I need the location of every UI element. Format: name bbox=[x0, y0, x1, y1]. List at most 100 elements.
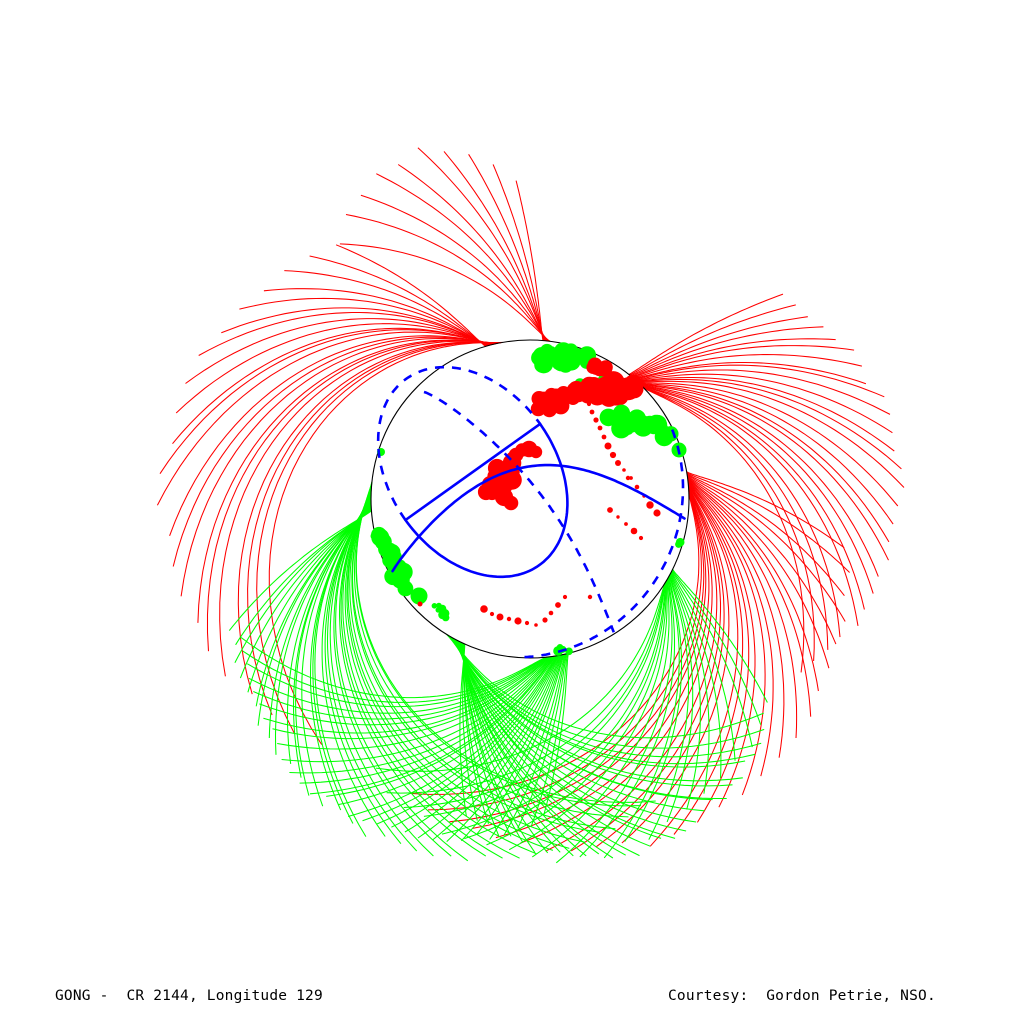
flux-blob bbox=[613, 409, 629, 425]
field-line bbox=[281, 655, 554, 763]
field-line bbox=[636, 380, 905, 488]
field-line bbox=[531, 577, 670, 858]
field-line bbox=[309, 655, 557, 795]
near-side-neutral-line bbox=[403, 422, 569, 579]
field-line bbox=[686, 475, 830, 669]
flux-blob bbox=[431, 602, 450, 622]
field-line bbox=[517, 653, 568, 829]
field-line bbox=[476, 653, 566, 835]
solar-limb-layer bbox=[370, 339, 690, 659]
flux-blob bbox=[410, 587, 428, 605]
solar-limb-circle bbox=[370, 339, 690, 659]
field-line bbox=[634, 369, 891, 415]
field-line bbox=[277, 655, 553, 750]
figure-caption-left: GONG - CR 2144, Longitude 129 bbox=[55, 988, 323, 1004]
field-line bbox=[409, 493, 700, 795]
field-line bbox=[156, 331, 495, 506]
field-line bbox=[326, 655, 557, 797]
field-line bbox=[449, 491, 705, 823]
field-line bbox=[629, 316, 808, 376]
far-side-neutral-line bbox=[524, 429, 685, 659]
field-line bbox=[545, 487, 718, 852]
northeast-fan-red bbox=[628, 293, 905, 673]
field-line bbox=[673, 483, 744, 835]
field-line bbox=[508, 578, 669, 851]
field-line bbox=[624, 575, 683, 842]
flux-blob bbox=[370, 532, 378, 540]
field-line bbox=[520, 488, 713, 844]
field-line bbox=[339, 243, 551, 342]
field-line bbox=[686, 474, 837, 645]
field-line bbox=[643, 387, 805, 673]
flux-blob bbox=[394, 577, 402, 585]
field-line bbox=[446, 654, 564, 842]
field-line bbox=[376, 173, 549, 342]
field-line bbox=[687, 479, 785, 758]
far-side-neutral-line bbox=[423, 390, 616, 633]
photospheric-flux-layer bbox=[370, 342, 687, 656]
north-fan-red-a bbox=[156, 244, 503, 745]
field-line bbox=[671, 571, 736, 761]
field-line bbox=[687, 477, 812, 717]
neutral-line-layer bbox=[376, 365, 686, 659]
field-line bbox=[687, 479, 774, 777]
field-line bbox=[639, 383, 879, 577]
field-line bbox=[242, 650, 548, 703]
field-line bbox=[687, 478, 798, 739]
field-line bbox=[403, 581, 667, 809]
field-line bbox=[360, 194, 549, 342]
field-line bbox=[633, 361, 867, 385]
field-line bbox=[637, 381, 894, 525]
south-fan-green bbox=[240, 636, 569, 842]
field-line bbox=[621, 485, 730, 844]
field-line bbox=[630, 326, 824, 377]
field-line bbox=[417, 147, 547, 342]
field-line bbox=[633, 364, 885, 398]
field-line-layer bbox=[156, 147, 905, 864]
field-line bbox=[289, 655, 555, 774]
field-line bbox=[636, 378, 902, 470]
field-line bbox=[687, 482, 750, 823]
field-line bbox=[240, 636, 547, 699]
field-line bbox=[632, 353, 863, 378]
field-line bbox=[272, 656, 553, 740]
field-line bbox=[648, 574, 690, 840]
field-line bbox=[629, 304, 796, 376]
field-line bbox=[686, 472, 850, 573]
field-line bbox=[637, 381, 899, 507]
field-line bbox=[347, 655, 559, 818]
field-line bbox=[299, 655, 556, 784]
field-line bbox=[219, 340, 500, 677]
near-side-neutral-line bbox=[391, 463, 686, 573]
field-line bbox=[386, 582, 667, 794]
field-line bbox=[441, 580, 668, 835]
field-line bbox=[670, 573, 701, 810]
field-line bbox=[641, 385, 841, 638]
field-line bbox=[649, 484, 739, 847]
field-line bbox=[338, 655, 558, 806]
field-line bbox=[596, 486, 725, 848]
flux-speck-trail bbox=[417, 401, 661, 627]
field-line bbox=[638, 382, 890, 543]
field-line bbox=[263, 656, 552, 734]
field-line bbox=[259, 656, 551, 726]
field-line bbox=[256, 341, 502, 734]
field-line bbox=[671, 569, 762, 725]
field-line bbox=[180, 337, 498, 597]
field-line bbox=[603, 575, 680, 859]
field-line bbox=[686, 473, 846, 622]
field-line bbox=[376, 654, 560, 825]
field-line bbox=[672, 569, 768, 703]
field-line bbox=[686, 471, 845, 549]
field-line bbox=[246, 656, 549, 708]
field-line bbox=[446, 634, 765, 749]
field-line bbox=[670, 572, 710, 794]
field-line bbox=[686, 476, 819, 692]
field-line bbox=[628, 293, 784, 375]
field-line bbox=[670, 571, 722, 779]
east-limb-fan-red bbox=[409, 471, 850, 852]
field-line bbox=[530, 653, 569, 828]
field-line bbox=[472, 490, 707, 829]
field-line bbox=[635, 376, 895, 452]
